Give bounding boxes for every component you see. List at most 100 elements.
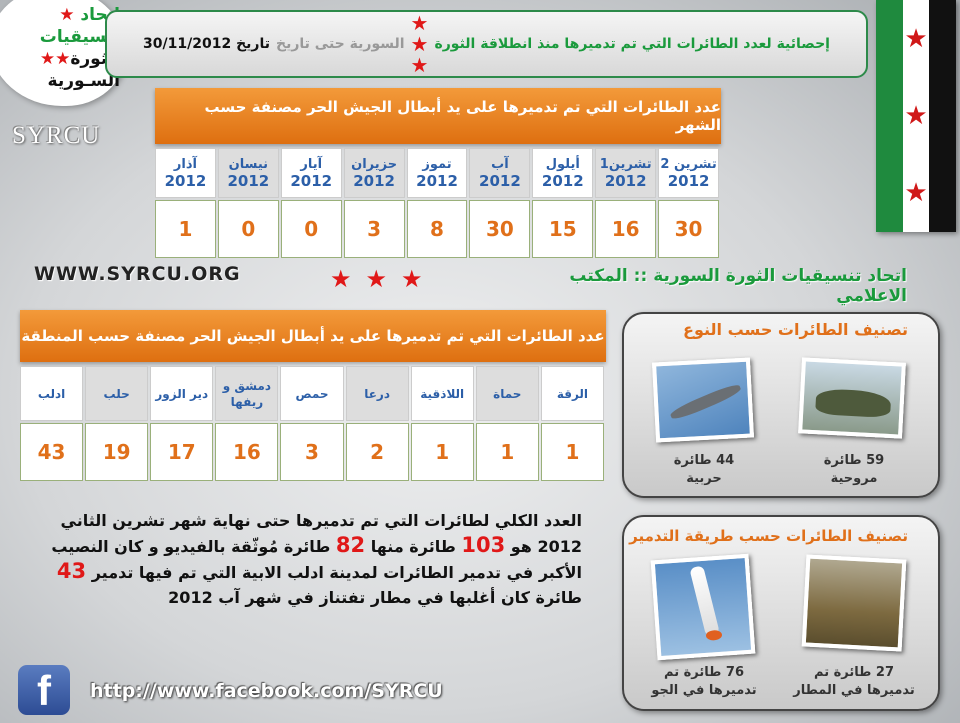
column-label: ادلب — [20, 366, 84, 421]
airport-label: تدميرها في المطار — [793, 683, 915, 698]
column-label: درعا — [345, 366, 409, 421]
column-label: أيلول 2012 — [532, 148, 594, 198]
column-label: حلب — [85, 366, 149, 421]
table-column: اللاذقية 1 — [410, 366, 474, 481]
year: 2012 — [541, 172, 584, 190]
column-value: 2 — [345, 423, 409, 481]
airport-caption: 27 طائرة تم تدميرها في المطار — [789, 664, 919, 700]
airport-count: 27 طائرة تم — [814, 665, 894, 680]
table-column: آيار 2012 0 — [280, 148, 342, 258]
column-value: 43 — [20, 423, 84, 481]
year: 2012 — [604, 172, 647, 190]
year: 2012 — [416, 172, 458, 190]
column-value: 8 — [406, 200, 468, 258]
column-label: تشرين 2 2012 — [658, 148, 720, 198]
column-value: 1 — [155, 200, 216, 258]
idlib-count: 43 — [56, 559, 87, 583]
column-value: 30 — [658, 200, 720, 258]
column-value: 15 — [532, 200, 594, 258]
column-label: آذار 2012 — [155, 148, 216, 198]
by-type-title: تصنيف الطائرات حسب النوع — [683, 320, 908, 339]
summary-text: طائرة كان أغلبها في مطار تفتناز في شهر آ… — [168, 588, 582, 607]
media-office-label: اتحاد تنسيقيات الثورة السورية :: المكتب … — [569, 266, 907, 306]
column-value: 0 — [280, 200, 342, 258]
column-label: آيار 2012 — [280, 148, 342, 198]
column-value: 1 — [475, 423, 539, 481]
column-value: 1 — [410, 423, 474, 481]
table-column: تموز 2012 8 — [406, 148, 468, 258]
by-method-panel: تصنيف الطائرات حسب طريقة التدمير 76 طائر… — [622, 515, 940, 711]
facebook-link[interactable]: http://www.facebook.com/SYRCU — [90, 680, 443, 702]
banner-date: تاريخ 30/11/2012 — [143, 36, 270, 52]
month-name: آيار — [300, 157, 323, 172]
airport-photo — [801, 554, 907, 652]
logo — [0, 0, 125, 106]
air-count: 76 طائرة تم — [664, 665, 744, 680]
table-column: دمشق و ريفها 16 — [215, 366, 279, 481]
jets-label: حربية — [686, 471, 722, 486]
table-column: حماة 1 — [475, 366, 539, 481]
month-name: تشرين 2 — [660, 157, 717, 172]
stars-icon: ★★★ — [410, 10, 429, 77]
helicopters-count: 59 طائرة — [823, 453, 885, 468]
year: 2012 — [667, 172, 710, 190]
column-value: 19 — [85, 423, 149, 481]
column-value: 3 — [280, 423, 344, 481]
video-count: 82 — [335, 533, 366, 557]
column-label: دمشق و ريفها — [215, 366, 279, 421]
table-column: حمص 3 — [280, 366, 344, 481]
table-column: حلب 19 — [85, 366, 149, 481]
logo-text: ★ اتحاد تنسيقيات ★★الثورة السـورية — [2, 4, 120, 92]
column-label: حزيران 2012 — [343, 148, 405, 198]
year: 2012 — [227, 172, 270, 190]
by-type-panel: تصنيف الطائرات حسب النوع 44 طائرة حربية 5… — [622, 312, 940, 498]
regional-table-title: عدد الطائرات التي تم تدميرها على يد أبطا… — [20, 310, 606, 362]
year: 2012 — [290, 172, 333, 190]
year: 2012 — [479, 172, 521, 190]
table-column: تشرين 2 2012 30 — [658, 148, 720, 258]
revolution-flag: ★ ★ ★ — [876, 0, 957, 232]
column-value: 1 — [540, 423, 604, 481]
year: 2012 — [353, 172, 395, 190]
table-column: دير الزور 17 — [150, 366, 214, 481]
facebook-icon[interactable]: f — [18, 665, 70, 715]
column-value: 3 — [343, 200, 405, 258]
column-label: نيسان 2012 — [217, 148, 279, 198]
table-column: أيلول 2012 15 — [532, 148, 594, 258]
month-name: حزيران — [351, 157, 398, 172]
month-name: تموز — [422, 157, 452, 172]
month-name: نيسان — [228, 157, 269, 172]
monthly-table: عدد الطائرات التي تم تدميرها على يد أبطا… — [155, 88, 721, 258]
syrcu-wordmark: SYRCU — [12, 122, 101, 149]
column-value: 16 — [215, 423, 279, 481]
stars-icon: ★★★ — [330, 265, 437, 293]
table-column: نيسان 2012 0 — [217, 148, 279, 258]
column-label: اللاذقية — [410, 366, 474, 421]
website-link[interactable]: WWW.SYRCU.ORG — [34, 263, 241, 285]
column-label: آب 2012 — [469, 148, 531, 198]
month-name: أيلول — [545, 157, 580, 172]
column-value: 0 — [217, 200, 279, 258]
logo-line: السـورية — [47, 71, 120, 91]
table-column: آذار 2012 1 — [155, 148, 216, 258]
column-label: الرقة — [540, 366, 604, 421]
month-name: آذار — [173, 157, 197, 172]
by-method-title: تصنيف الطائرات حسب طريقة التدمير — [629, 527, 908, 545]
column-value: 30 — [469, 200, 531, 258]
summary-text: طائرة مُوثّقة بالفيديو و كان النصيب الأك… — [51, 537, 582, 582]
helicopter-photo — [798, 357, 906, 439]
table-column: الرقة 1 — [540, 366, 604, 481]
column-label: حمص — [280, 366, 344, 421]
table-column: آب 2012 30 — [469, 148, 531, 258]
summary-text: طائرة منها — [365, 537, 462, 556]
year: 2012 — [164, 172, 207, 190]
helicopters-label: مروحية — [830, 471, 878, 486]
monthly-table-title: عدد الطائرات التي تم تدميرها على يد أبطا… — [155, 88, 721, 144]
air-caption: 76 طائرة تم تدميرها في الجو — [639, 664, 769, 700]
table-column: تشرين1 2012 16 — [595, 148, 657, 258]
table-column: درعا 2 — [345, 366, 409, 481]
total-count: 103 — [461, 533, 506, 557]
header-banner: إحصائية لعدد الطائرات التي تم تدميرها من… — [105, 10, 868, 78]
regional-table: عدد الطائرات التي تم تدميرها على يد أبطا… — [20, 310, 606, 481]
table-column: ادلب 43 — [20, 366, 84, 481]
